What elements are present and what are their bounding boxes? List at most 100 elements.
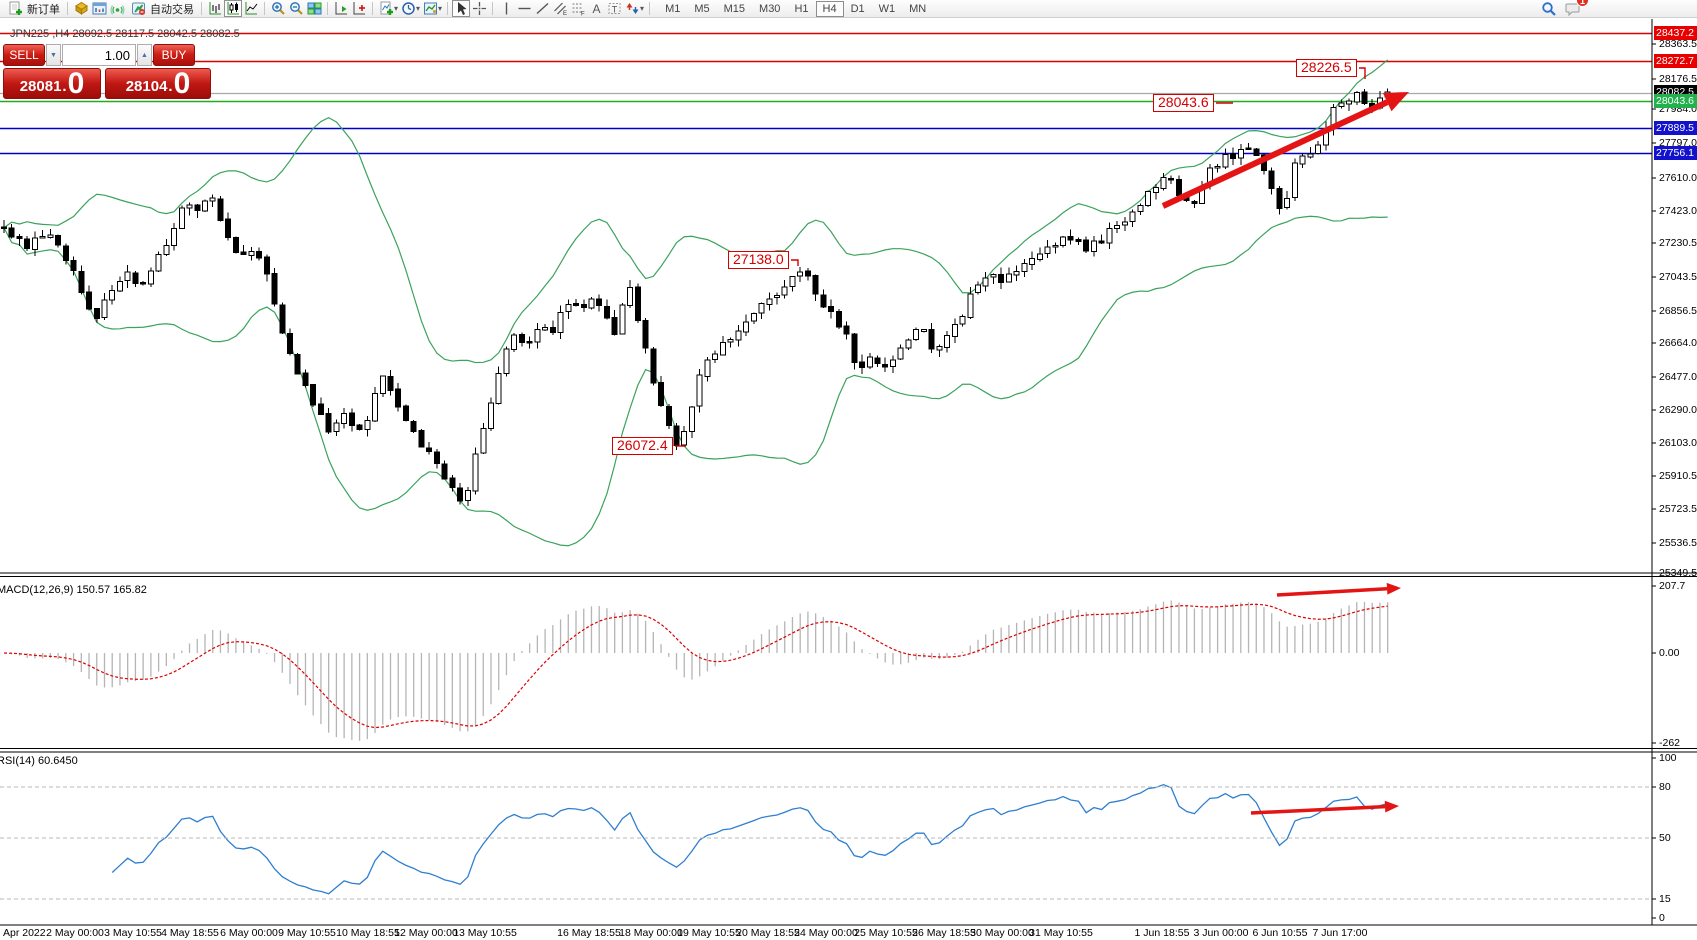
toolbar-separator [372,2,373,15]
dropdown-caret[interactable]: ▾ [438,4,443,13]
rsi-axis-label: 15 [1659,893,1671,905]
template-icon[interactable] [421,0,439,17]
signal-icon[interactable] [108,0,126,17]
price-axis-tick-label: 28176.5 [1659,73,1697,85]
price-annotation-label[interactable]: 26072.4 [612,437,673,455]
text-label-tool-icon[interactable]: T [605,0,623,17]
time-axis-label: 4 May 18:55 [161,927,219,939]
bar-chart-type-icon[interactable] [206,0,224,17]
price-annotation-label[interactable]: 28226.5 [1296,59,1357,77]
price-annotation-label[interactable]: 28043.6 [1153,94,1214,112]
toolbar-separator [264,2,265,15]
chart-shift-icon[interactable] [350,0,368,17]
sell-price-main: 28081 [19,78,62,95]
time-axis-label: 16 May 18:55 [557,927,621,939]
price-axis-tag: 28272.7 [1654,54,1697,68]
trend-arrow[interactable] [1250,804,1386,815]
search-icon[interactable] [1540,0,1558,17]
market-watch-icon[interactable] [72,0,90,17]
rsi-indicator-label: RSI(14) 60.6450 [0,755,78,767]
candlestick-chart-type-icon[interactable] [224,0,242,17]
price-axis-tick-label: 27230.5 [1659,237,1697,249]
trend-arrow-head [1382,92,1409,112]
price-axis-tick-label: 27423.0 [1659,205,1697,217]
auto-trading-icon [129,0,147,17]
period-clock-icon[interactable] [399,0,417,17]
timeframe-m1[interactable]: M1 [665,2,681,15]
timeframe-m30[interactable]: M30 [759,2,781,15]
zoom-out-icon[interactable] [287,0,305,17]
crosshair-icon[interactable] [470,0,488,17]
timeframe-h1[interactable]: H1 [794,2,809,15]
bollinger-bands-layer [3,59,1389,547]
fibonacci-tool-icon[interactable]: F [569,0,587,17]
horizontal-line-tool-icon[interactable] [515,0,533,17]
price-axis-tick-label: 27610.0 [1659,172,1697,184]
horizontal-level-lines[interactable] [0,32,1652,155]
add-indicator-icon[interactable] [377,0,395,17]
zoom-in-icon[interactable] [269,0,287,17]
trendline-tool-icon[interactable] [533,0,551,17]
volume-input[interactable] [62,44,136,66]
equidistant-channel-tool-icon[interactable]: E [551,0,569,17]
annotation-layer[interactable] [675,67,1409,815]
arrows-tool-icon[interactable] [623,0,641,17]
cursor-icon[interactable] [452,0,471,17]
time-axis-label: 3 Jun 00:00 [1193,927,1249,939]
time-axis-label: 24 May 00:00 [794,927,858,939]
tile-windows-icon[interactable] [305,0,323,17]
time-axis-label: 20 May 18:55 [736,927,800,939]
price-axis-tick-label: 25910.5 [1659,470,1697,482]
line-chart-type-icon[interactable] [242,0,260,17]
time-axis-label: 13 May 10:55 [453,927,517,939]
sell-price-pip: 0 [67,67,85,100]
sell-button[interactable]: SELL [3,44,45,66]
price-axis-tag: 27889.5 [1654,121,1697,135]
auto-scroll-icon[interactable] [332,0,350,17]
time-axis-label: 18 May 00:00 [619,927,683,939]
buy-button[interactable]: BUY [153,44,195,66]
volume-increase-button[interactable]: ▲ [137,44,152,66]
candlestick-layer[interactable] [1,88,1391,507]
time-axis-label: 1 Jun 18:55 [1134,927,1190,939]
timeframe-mn[interactable]: MN [909,2,927,15]
dropdown-caret[interactable]: ▾ [394,4,399,13]
price-axis-tick-label: 26103.0 [1659,437,1697,449]
main-toolbar: 新订单 自动交易 [0,0,1697,18]
timeframe-w1[interactable]: W1 [878,2,896,15]
dropdown-caret[interactable]: ▾ [640,4,645,13]
new-order-button[interactable]: 新订单 [3,0,63,17]
vertical-line-tool-icon[interactable] [497,0,515,17]
buy-price-display[interactable]: 28104 . 0 [105,68,211,99]
decimal-point: . [62,78,67,95]
time-axis-label: Apr 2022 [3,927,46,939]
timeframe-d1[interactable]: D1 [850,2,865,15]
trend-arrow[interactable] [1276,587,1388,597]
timeframe-m5[interactable]: M5 [694,2,710,15]
dropdown-caret[interactable]: ▾ [416,4,421,13]
time-axis-label: 26 May 18:55 [912,927,976,939]
toolbar-separator [201,2,202,15]
chart-window-icon[interactable] [90,0,108,17]
sell-price-display[interactable]: 28081 . 0 [3,68,101,99]
svg-text:E: E [563,11,567,16]
price-annotation-label[interactable]: 27138.0 [728,251,789,269]
auto-trading-button[interactable]: 自动交易 [126,0,197,17]
price-axis-tick-label: 27043.5 [1659,271,1697,283]
price-axis-tick-label: 26664.0 [1659,337,1697,349]
rsi-axis-label: 0 [1659,912,1665,924]
buy-price-main: 28104 [125,78,168,95]
timeframe-h4[interactable]: H4 [815,0,844,17]
macd-axis-label: 207.7 [1659,580,1686,592]
toolbar-separator [327,2,328,15]
price-axis-tick-label: 25536.5 [1659,537,1697,549]
volume-decrease-button[interactable]: ▼ [46,44,61,66]
text-tool-icon[interactable]: A [587,0,605,17]
rsi-axis-label: 100 [1659,752,1677,764]
time-axis-label: 6 May 00:00 [220,927,278,939]
timeframe-m15[interactable]: M15 [723,2,746,15]
axis-frame-layer [0,19,1697,926]
trend-arrow[interactable] [1161,99,1389,209]
